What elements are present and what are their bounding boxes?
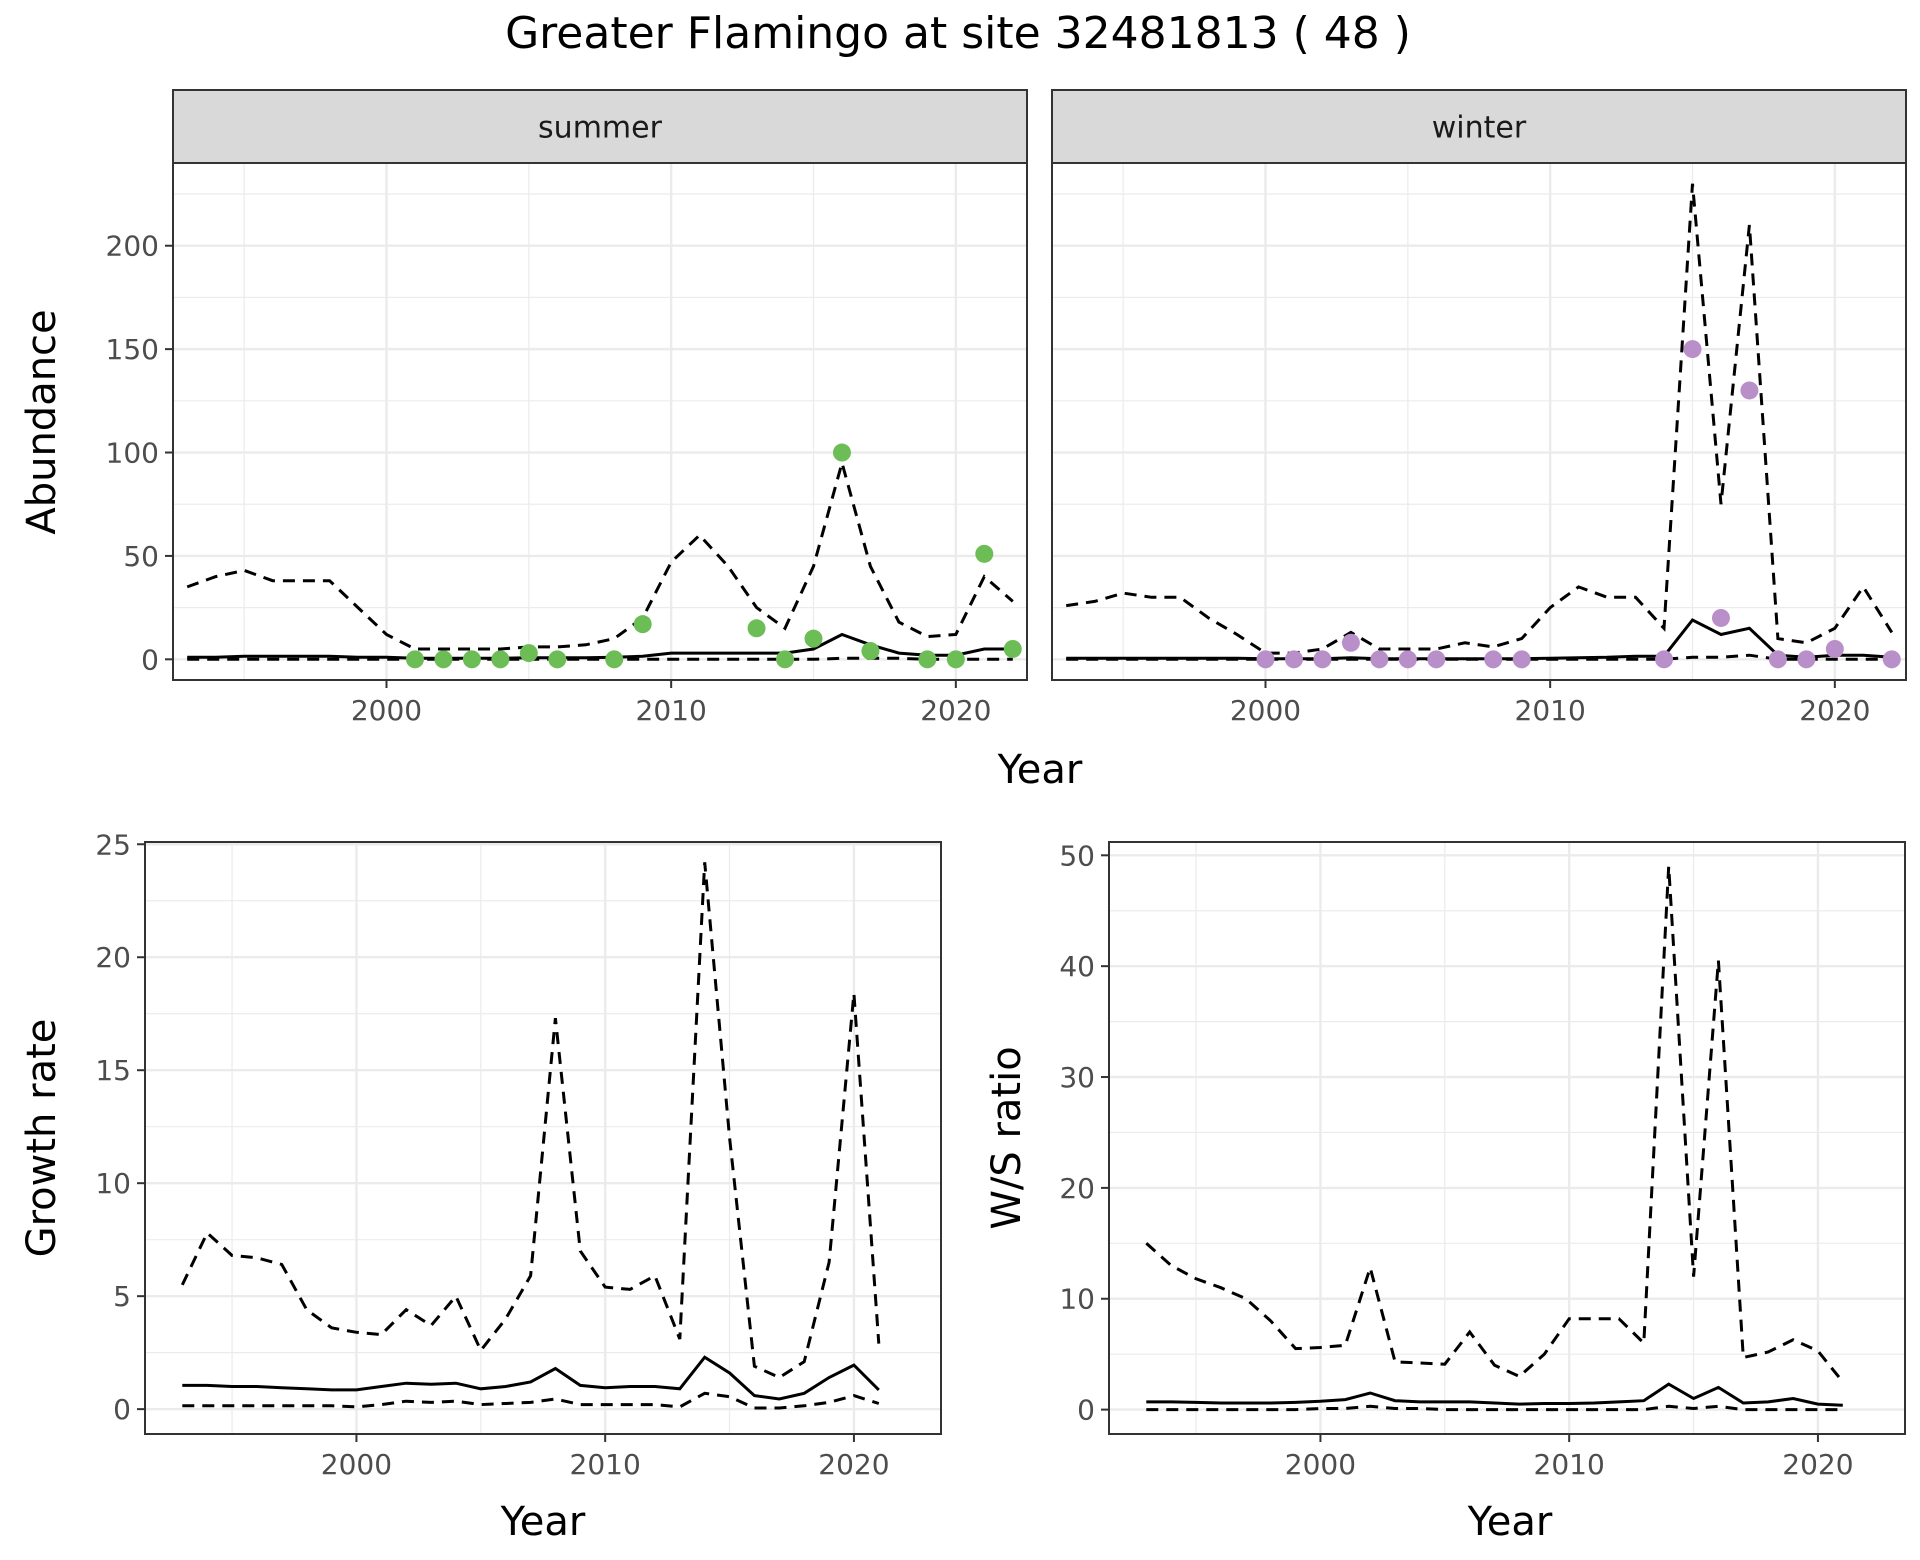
facet-strip-label: summer xyxy=(538,111,663,146)
observed-point xyxy=(804,629,823,648)
observed-point xyxy=(605,650,624,669)
upper-bound-line xyxy=(180,862,881,1380)
x-tick-label: 2020 xyxy=(920,694,991,727)
y-tick-label: 20 xyxy=(1059,1172,1095,1205)
y-tick-label: 5 xyxy=(113,1280,131,1313)
observed-point xyxy=(1256,650,1275,669)
observed-point xyxy=(918,650,937,669)
observed-point xyxy=(462,650,481,669)
observed-point xyxy=(633,615,652,634)
upper-bound-line xyxy=(186,457,1014,651)
observed-points xyxy=(405,443,1022,669)
observed-point xyxy=(1882,650,1901,669)
observed-point xyxy=(1655,650,1674,669)
chart-title: Greater Flamingo at site 32481813 ( 48 ) xyxy=(505,8,1411,59)
mean-line xyxy=(1066,618,1892,661)
y-tick-label: 150 xyxy=(106,333,159,366)
lower-bound-line xyxy=(1146,1404,1843,1412)
observed-point xyxy=(1341,633,1360,652)
grid xyxy=(145,842,941,1434)
observed-point xyxy=(434,650,453,669)
growth-y-axis-title: Growth rate xyxy=(19,1019,65,1258)
facet-strip xyxy=(172,89,1028,164)
summer-panel: summer 2000 2010 2020 0 50 100 150 200 xyxy=(106,89,1028,727)
panel-border xyxy=(172,162,1028,681)
lower-bound-line xyxy=(182,1391,880,1410)
observed-point xyxy=(491,650,510,669)
x-tick-label: 2000 xyxy=(1285,1448,1356,1481)
x-tick-label: 2010 xyxy=(636,694,707,727)
mean-line xyxy=(182,1355,880,1401)
panel-border xyxy=(144,841,942,1435)
observed-points xyxy=(1256,340,1901,669)
observed-point xyxy=(405,650,424,669)
observed-point xyxy=(1370,650,1389,669)
lower-bound-line xyxy=(1066,653,1892,661)
observed-point xyxy=(1512,650,1531,669)
upper-bound-line xyxy=(1145,866,1844,1383)
winter-panel: winter 2000 2010 2020 xyxy=(1051,89,1907,727)
x-tick-label: 2010 xyxy=(1534,1448,1605,1481)
observed-point xyxy=(747,619,766,638)
x-tick-label: 2020 xyxy=(818,1448,889,1481)
observed-point xyxy=(1768,650,1787,669)
observed-point xyxy=(946,650,965,669)
y-tick-label: 50 xyxy=(123,540,159,573)
observed-point xyxy=(1740,381,1759,400)
observed-point xyxy=(1711,608,1730,627)
observed-point xyxy=(1484,650,1503,669)
y-tick-label: 25 xyxy=(95,828,131,861)
facet-strip-label: winter xyxy=(1432,111,1527,146)
x-tick-label: 2020 xyxy=(1799,694,1870,727)
x-tick-label: 2000 xyxy=(351,694,422,727)
ws-ratio-panel: 2000 2010 2020 0 10 20 30 40 50 xyxy=(1059,839,1906,1481)
y-tick-label: 30 xyxy=(1059,1061,1095,1094)
y-tick-label: 0 xyxy=(1077,1394,1095,1427)
y-tick-label: 15 xyxy=(95,1054,131,1087)
observed-point xyxy=(1427,650,1446,669)
panel-border xyxy=(1051,162,1907,681)
mean-line xyxy=(1146,1382,1843,1407)
ratio-x-axis-title: Year xyxy=(1467,1499,1553,1545)
y-tick-label: 20 xyxy=(95,941,131,974)
observed-point xyxy=(1825,639,1844,658)
grid xyxy=(1109,842,1905,1434)
growth-rate-panel: 2000 2010 2020 0 5 10 15 20 25 xyxy=(95,828,942,1481)
growth-x-axis-title: Year xyxy=(500,1499,586,1545)
top-x-axis-title: Year xyxy=(997,747,1083,793)
observed-point xyxy=(1398,650,1417,669)
y-tick-label: 10 xyxy=(95,1167,131,1200)
x-tick-label: 2020 xyxy=(1782,1448,1853,1481)
y-tick-label: 0 xyxy=(141,643,159,676)
observed-point xyxy=(1313,650,1332,669)
ratio-y-axis-title: W/S ratio xyxy=(984,1046,1030,1229)
y-tick-label: 100 xyxy=(106,437,159,470)
observed-point xyxy=(519,644,538,663)
observed-point xyxy=(1284,650,1303,669)
observed-point xyxy=(776,650,795,669)
observed-point xyxy=(1797,650,1816,669)
top-y-axis-title: Abundance xyxy=(19,309,65,534)
y-tick-label: 0 xyxy=(113,1393,131,1426)
upper-bound-line xyxy=(1065,183,1894,655)
observed-point xyxy=(1003,639,1022,658)
x-tick-label: 2010 xyxy=(1515,694,1586,727)
facet-strip xyxy=(1051,89,1907,164)
y-tick-label: 40 xyxy=(1059,950,1095,983)
observed-point xyxy=(1683,340,1702,359)
observed-point xyxy=(861,642,880,661)
x-tick-label: 2000 xyxy=(1230,694,1301,727)
y-tick-label: 10 xyxy=(1059,1283,1095,1316)
y-tick-label: 50 xyxy=(1059,839,1095,872)
grid xyxy=(173,163,1027,680)
panel-border xyxy=(1108,841,1906,1435)
observed-point xyxy=(975,544,994,563)
y-tick-label: 200 xyxy=(106,230,159,263)
observed-point xyxy=(832,443,851,462)
observed-point xyxy=(548,650,567,669)
x-tick-label: 2000 xyxy=(321,1448,392,1481)
x-tick-label: 2010 xyxy=(570,1448,641,1481)
